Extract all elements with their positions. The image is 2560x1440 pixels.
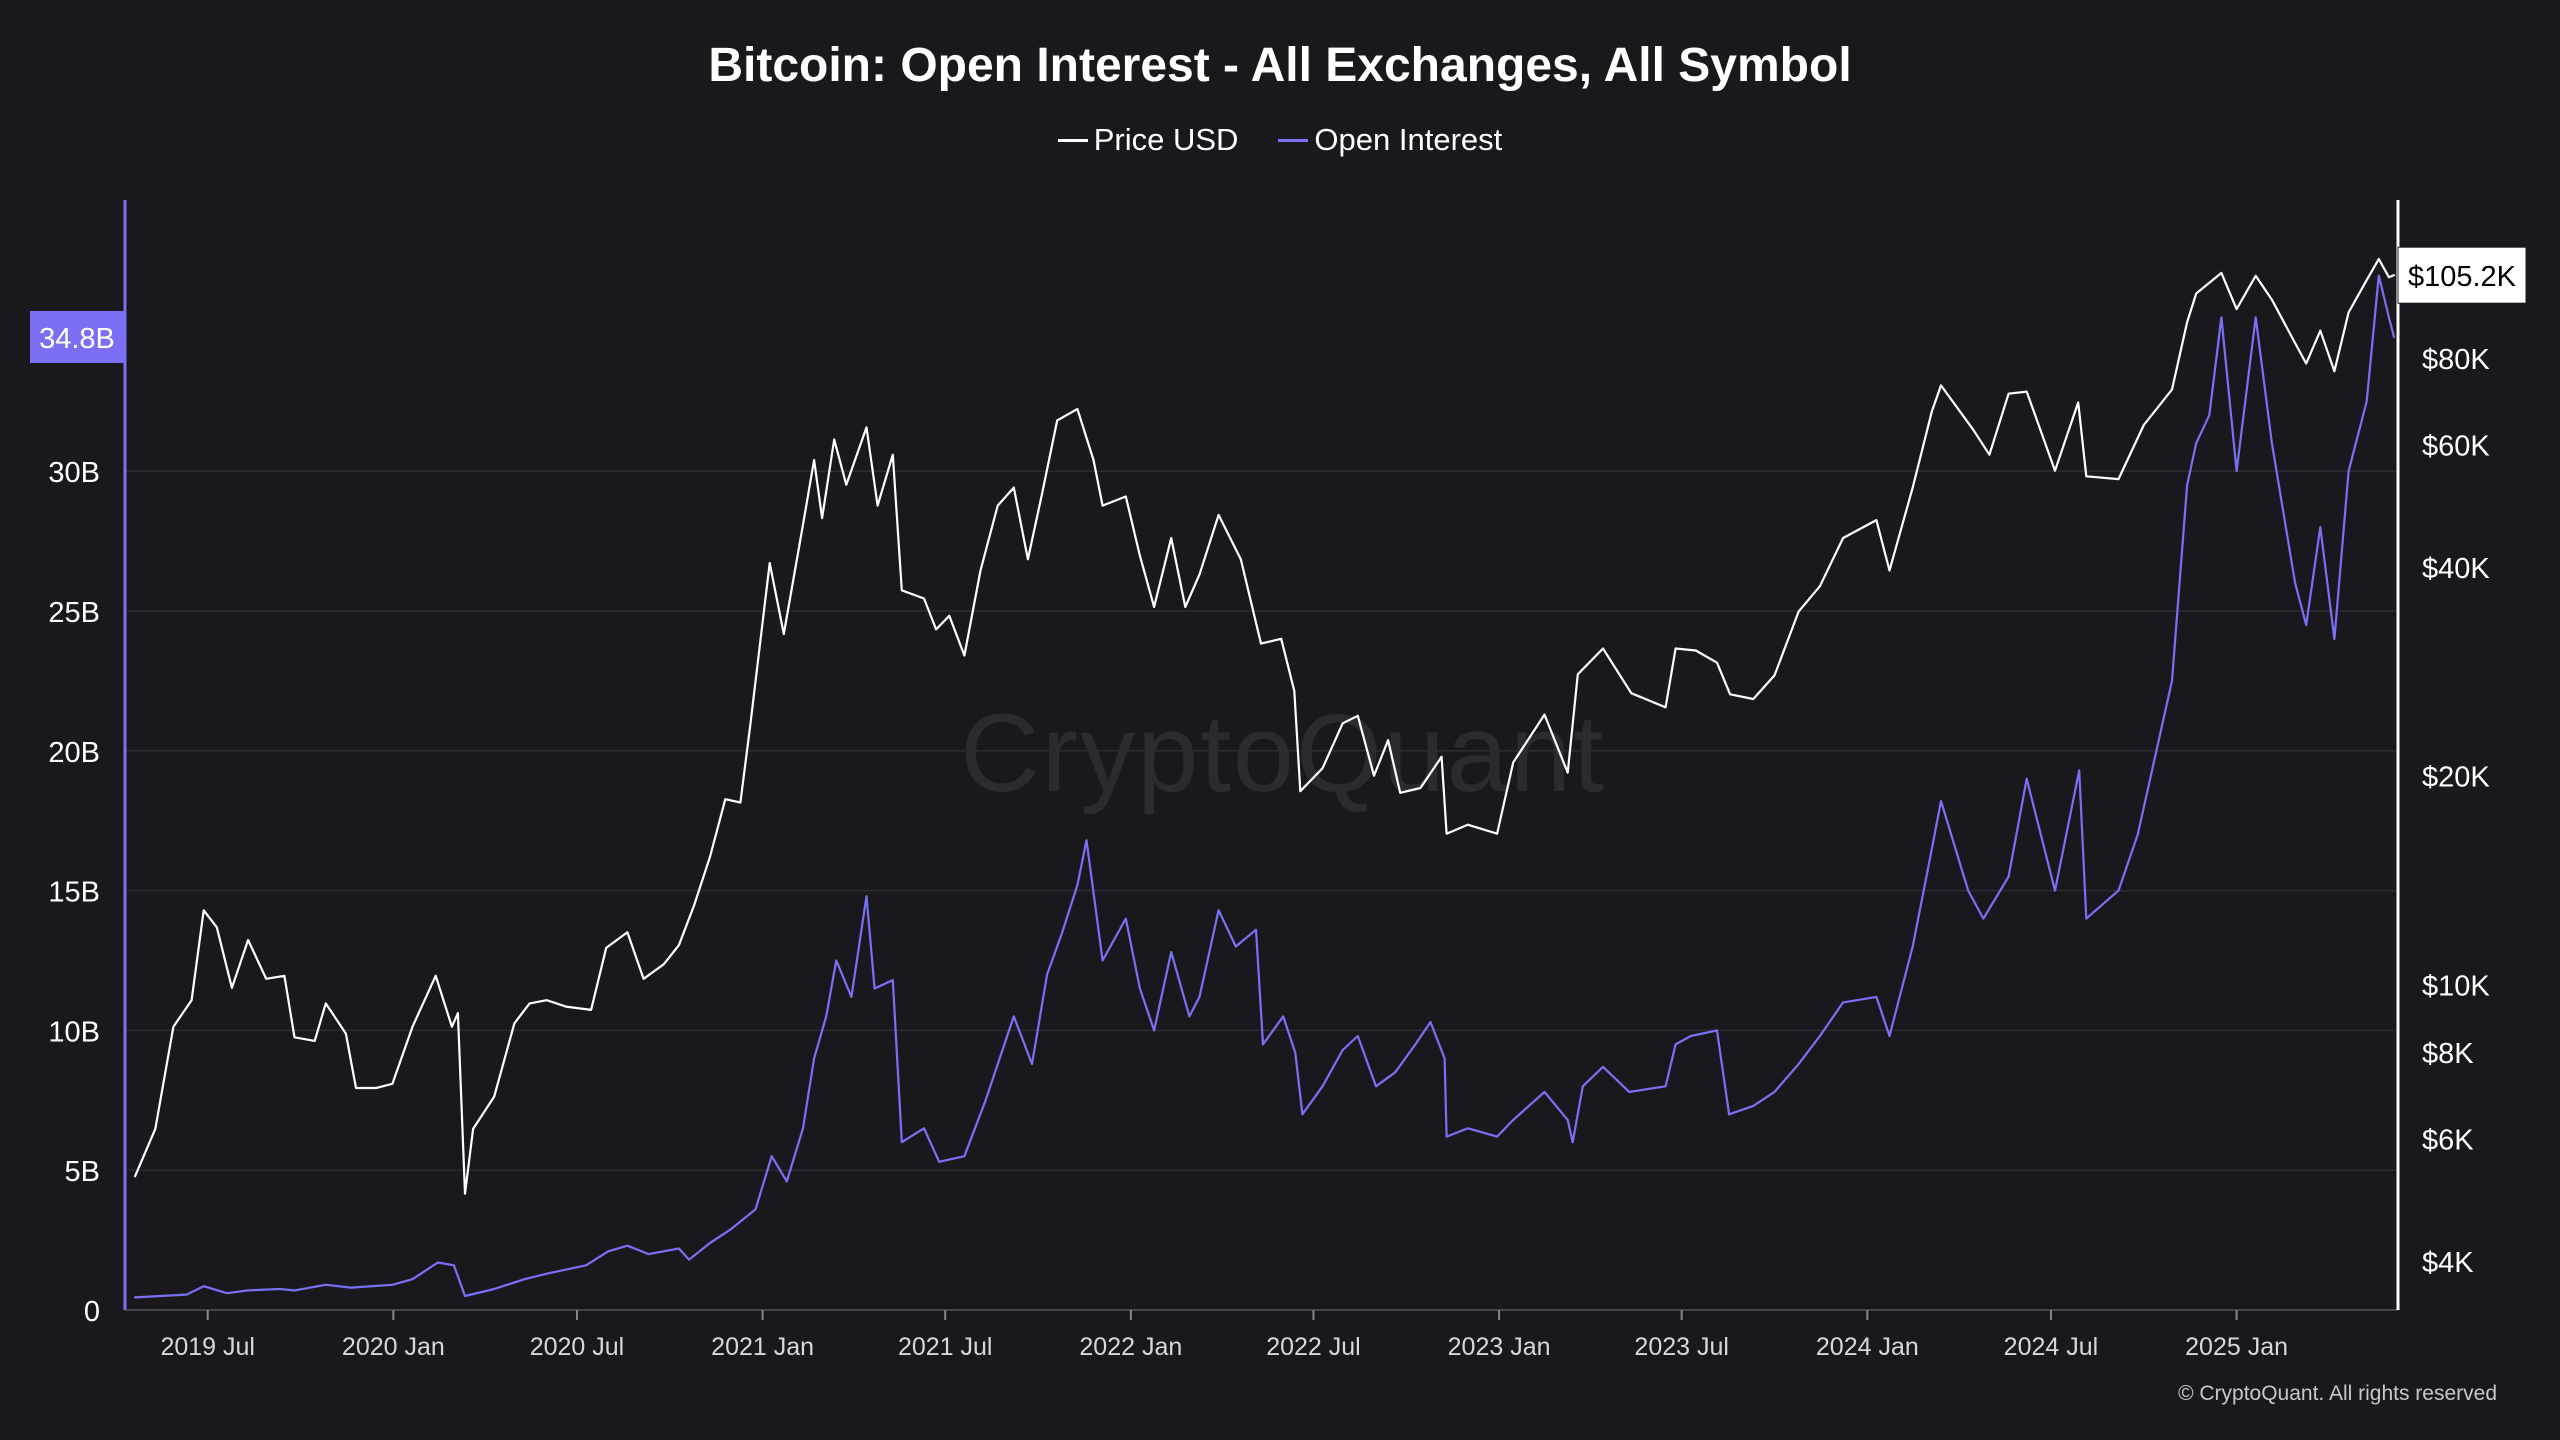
- x-tick-label: 2021 Jul: [898, 1333, 993, 1361]
- x-tick-label: 2019 Jul: [160, 1333, 255, 1361]
- x-tick-label: 2023 Jul: [1634, 1333, 1729, 1361]
- x-tick-label: 2022 Jan: [1079, 1333, 1182, 1361]
- y-right-tick-label: $40K: [2422, 553, 2490, 585]
- y-left-tick-label: 15B: [48, 877, 100, 909]
- legend-label-open-interest: Open Interest: [1314, 122, 1503, 157]
- x-tick-label: 2024 Jan: [1816, 1333, 1919, 1361]
- y-left-tick-label: 0: [84, 1296, 100, 1328]
- y-left-tick-label: 30B: [48, 457, 100, 489]
- legend-item-price[interactable]: Price USD: [1057, 122, 1239, 158]
- copyright-notice: © CryptoQuant. All rights reserved: [2178, 1382, 2497, 1405]
- y-right-tick-label: $60K: [2422, 431, 2490, 463]
- y-right-tick-label: $6K: [2422, 1125, 2474, 1157]
- watermark: CryptoQuant: [960, 692, 1606, 815]
- y-right-tick-label: $80K: [2422, 344, 2490, 376]
- current-oi-badge-label: 34.8B: [39, 323, 115, 355]
- legend: Price USD Open Interest: [0, 122, 2560, 158]
- legend-label-price: Price USD: [1093, 122, 1239, 157]
- x-tick-label: 2025 Jan: [2185, 1333, 2288, 1361]
- x-tick-label: 2020 Jan: [342, 1333, 445, 1361]
- x-tick-label: 2023 Jan: [1448, 1333, 1551, 1361]
- y-left-tick-label: 20B: [48, 737, 100, 769]
- chart-title: Bitcoin: Open Interest - All Exchanges, …: [708, 39, 1852, 92]
- y-left-tick-label: 5B: [65, 1156, 100, 1188]
- y-right-tick-label: $20K: [2422, 762, 2490, 794]
- y-right-tick-label: $10K: [2422, 971, 2490, 1003]
- current-oi-badge: [30, 311, 125, 364]
- legend-swatch-price: [1057, 138, 1088, 142]
- x-tick-label: 2022 Jul: [1266, 1333, 1361, 1361]
- x-tick-label: 2021 Jan: [711, 1333, 814, 1361]
- x-tick-label: 2024 Jul: [2004, 1333, 2099, 1361]
- series-open-interest-line: [134, 274, 2396, 1299]
- y-left-tick-label: 10B: [48, 1016, 100, 1048]
- current-price-badge-label: $105.2K: [2408, 261, 2517, 293]
- y-left-tick-label: 25B: [48, 597, 100, 629]
- x-tick-label: 2020 Jul: [530, 1333, 625, 1361]
- y-right-tick-label: $4K: [2422, 1247, 2474, 1279]
- legend-item-open-interest[interactable]: Open Interest: [1278, 122, 1502, 158]
- y-right-tick-label: $8K: [2422, 1038, 2474, 1070]
- series-price-line: [134, 257, 2396, 1195]
- current-price-badge: [2397, 246, 2527, 304]
- legend-swatch-open-interest: [1278, 138, 1309, 142]
